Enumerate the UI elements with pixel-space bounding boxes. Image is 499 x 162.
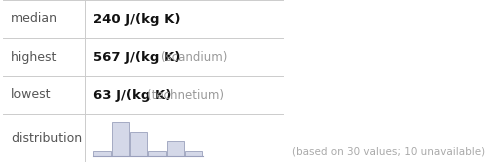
Bar: [185, 151, 203, 156]
Text: 63 J/(kg K): 63 J/(kg K): [93, 88, 171, 102]
Bar: [130, 132, 148, 156]
Text: 240 J/(kg K): 240 J/(kg K): [93, 12, 181, 25]
Text: highest: highest: [11, 51, 57, 64]
Text: (scandium): (scandium): [161, 51, 228, 64]
Text: (technetium): (technetium): [147, 88, 224, 102]
Text: lowest: lowest: [11, 88, 51, 102]
Bar: [93, 151, 111, 156]
Text: 567 J/(kg K): 567 J/(kg K): [93, 51, 180, 64]
Text: median: median: [11, 12, 58, 25]
Bar: [167, 141, 184, 156]
Bar: [112, 122, 129, 156]
Text: (based on 30 values; 10 unavailable): (based on 30 values; 10 unavailable): [292, 147, 485, 157]
Bar: [149, 151, 166, 156]
Text: distribution: distribution: [11, 132, 82, 145]
